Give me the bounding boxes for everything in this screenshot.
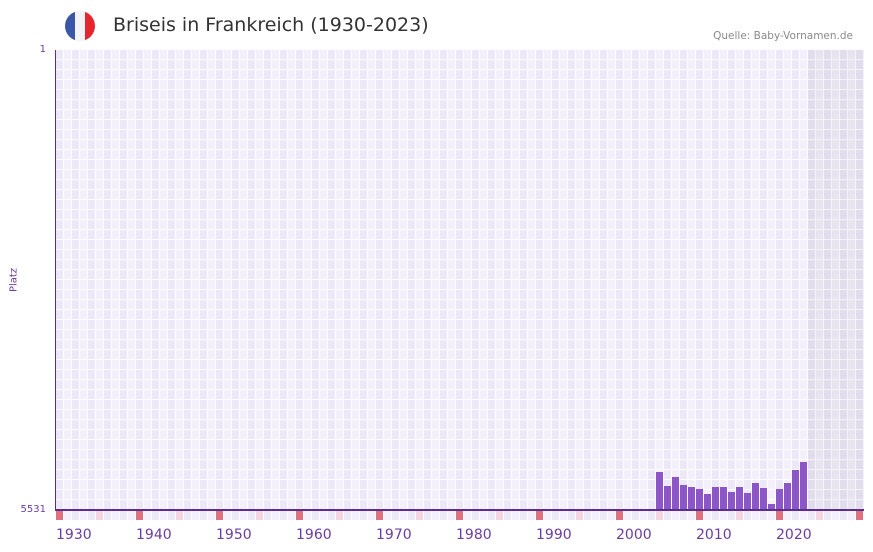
x-axis-label: 1940	[136, 527, 172, 543]
half-decade-tick-marker	[96, 511, 103, 520]
half-decade-tick-marker	[176, 511, 183, 520]
y-axis-label-top: 1	[39, 44, 46, 55]
bar-2007	[672, 477, 679, 510]
x-axis-line	[55, 509, 864, 511]
bar-2019	[768, 504, 775, 510]
half-decade-tick-marker	[576, 511, 583, 520]
decade-tick-marker	[216, 511, 223, 520]
bar-2005	[656, 472, 663, 510]
y-axis-title: Platz	[8, 267, 20, 293]
y-axis-line	[55, 50, 56, 511]
bar-2015	[736, 487, 743, 510]
bar-2006	[664, 486, 671, 510]
x-axis-label: 2010	[696, 527, 732, 543]
source-credit: Quelle: Baby-Vornamen.de	[713, 30, 853, 42]
bar-2016	[744, 493, 751, 510]
decade-tick-marker	[536, 511, 543, 520]
bar-2023	[800, 462, 807, 510]
decade-tick-marker	[376, 511, 383, 520]
x-axis-label: 1970	[376, 527, 412, 543]
x-axis-label: 1980	[456, 527, 492, 543]
plot-area-grid	[56, 50, 864, 510]
bar-2011	[704, 494, 711, 510]
decade-tick-marker	[776, 511, 783, 520]
bar-2014	[728, 492, 735, 510]
decade-tick-marker	[56, 511, 63, 520]
france-flag-icon	[65, 11, 95, 41]
half-decade-tick-marker	[816, 511, 823, 520]
decade-tick-marker	[616, 511, 623, 520]
x-axis-label: 1990	[536, 527, 572, 543]
bar-2021	[784, 483, 791, 510]
half-decade-tick-marker	[736, 511, 743, 520]
half-decade-tick-marker	[496, 511, 503, 520]
bar-2009	[688, 487, 695, 510]
decade-tick-marker	[696, 511, 703, 520]
half-decade-tick-marker	[416, 511, 423, 520]
bar-2008	[680, 485, 687, 510]
decade-tick-marker	[296, 511, 303, 520]
decade-tick-marker	[136, 511, 143, 520]
future-shaded-region	[808, 50, 864, 510]
bar-2012	[712, 487, 719, 510]
bar-2022	[792, 470, 799, 510]
x-axis-label: 1960	[296, 527, 332, 543]
bar-2018	[760, 488, 767, 510]
bar-2013	[720, 487, 727, 510]
x-axis-label: 1950	[216, 527, 252, 543]
half-decade-tick-marker	[656, 511, 663, 520]
bar-2017	[752, 483, 759, 510]
half-decade-tick-marker	[336, 511, 343, 520]
bar-2010	[696, 489, 703, 510]
decade-tick-marker	[456, 511, 463, 520]
chart-title: Briseis in Frankreich (1930-2023)	[113, 14, 429, 36]
x-axis-label: 1930	[56, 527, 92, 543]
decade-tick-marker	[856, 511, 863, 520]
half-decade-tick-marker	[256, 511, 263, 520]
bar-2020	[776, 489, 783, 510]
x-axis-label: 2000	[616, 527, 652, 543]
x-axis-label: 2020	[776, 527, 812, 543]
y-axis-label-bottom: 5531	[20, 504, 46, 515]
